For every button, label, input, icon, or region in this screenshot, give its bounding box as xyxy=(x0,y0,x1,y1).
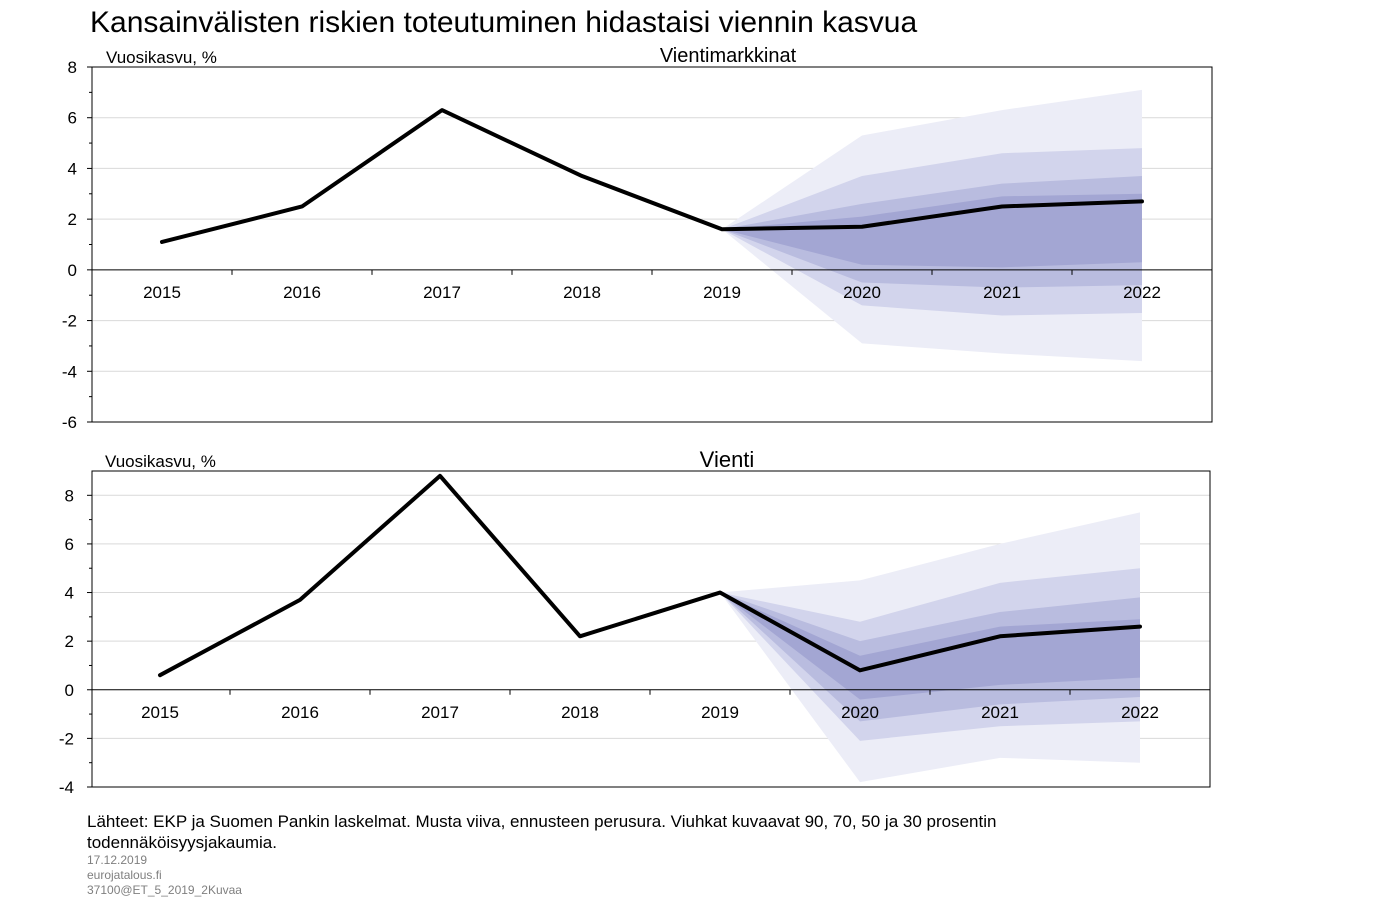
x-tick-label: 2016 xyxy=(281,703,319,722)
main-title: Kansainvälisten riskien toteutuminen hid… xyxy=(90,6,918,39)
x-tick-label: 2021 xyxy=(981,703,1019,722)
x-tick-label: 2018 xyxy=(563,283,601,302)
publication-date: 17.12.2019 xyxy=(87,853,148,867)
x-tick-label: 2022 xyxy=(1123,283,1161,302)
plot-frame xyxy=(91,470,1211,788)
x-tick-label: 2016 xyxy=(283,283,321,302)
x-tick-label: 2019 xyxy=(703,283,741,302)
y-tick-label: 6 xyxy=(65,535,74,554)
x-tick-label: 2020 xyxy=(841,703,879,722)
panel-title: Vientimarkkinat xyxy=(660,45,797,67)
x-tick-label: 2020 xyxy=(843,283,881,302)
y-tick-label: 4 xyxy=(65,584,74,603)
x-tick-label: 2017 xyxy=(421,703,459,722)
y-tick-label: 8 xyxy=(65,486,74,505)
y-tick-label: 8 xyxy=(68,58,77,77)
x-tick-label: 2018 xyxy=(561,703,599,722)
y-axis-label: Vuosikasvu, % xyxy=(105,452,216,471)
y-tick-label: -2 xyxy=(62,312,77,331)
fan-band-30 xyxy=(720,592,1140,700)
y-tick-label: 2 xyxy=(68,210,77,229)
baseline-series-line xyxy=(160,108,1144,244)
x-tick-label: 2021 xyxy=(983,283,1021,302)
website-label: eurojatalous.fi xyxy=(87,868,162,882)
y-axis-label: Vuosikasvu, % xyxy=(106,48,217,67)
y-tick-label: -4 xyxy=(62,362,77,381)
y-tick-label: 0 xyxy=(68,261,77,280)
fan-band-30 xyxy=(722,193,1142,268)
x-tick-label: 2015 xyxy=(143,283,181,302)
chart-panel-vienti: -4 -2 0 2 4 6 8 2015 2016 2017 2018 2019 2020 2021 202… xyxy=(59,447,1211,797)
baseline-series-line xyxy=(158,473,1142,678)
figure-code: 37100@ET_5_2019_2Kuvaa xyxy=(87,883,242,897)
y-tick-label: 2 xyxy=(65,632,74,651)
x-tick-label: 2017 xyxy=(423,283,461,302)
source-note: Lähteet: EKP ja Suomen Pankin laskelmat.… xyxy=(87,812,997,852)
panel-title: Vienti xyxy=(700,447,755,472)
y-tick-label: -2 xyxy=(59,729,74,748)
chart-panel-vientimarkkinat: -6 -4 -2 0 2 4 6 8 2015 2016 2017 2018 2019 2020 2021 2… xyxy=(62,45,1213,432)
x-tick-label: 2015 xyxy=(141,703,179,722)
y-tick-label: -6 xyxy=(62,413,77,432)
y-tick-label: 6 xyxy=(68,109,77,128)
x-tick-label: 2019 xyxy=(701,703,739,722)
y-tick-label: 4 xyxy=(68,159,77,178)
y-tick-label: 0 xyxy=(65,681,74,700)
x-tick-label: 2022 xyxy=(1121,703,1159,722)
y-tick-label: -4 xyxy=(59,778,74,797)
